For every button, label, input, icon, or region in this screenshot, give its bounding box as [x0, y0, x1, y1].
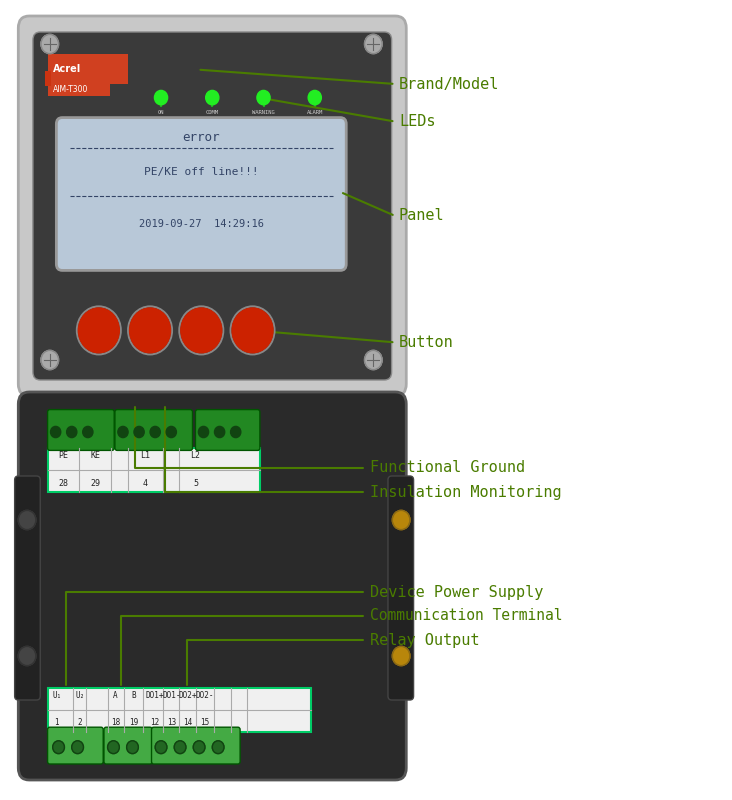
Text: DO1-: DO1-	[162, 691, 181, 701]
Circle shape	[155, 741, 167, 754]
Text: MENU
←: MENU ←	[247, 325, 258, 336]
Text: Device Power Supply: Device Power Supply	[370, 585, 543, 599]
Text: U₂: U₂	[75, 691, 84, 701]
Circle shape	[174, 741, 186, 754]
Text: 14: 14	[184, 718, 193, 727]
Circle shape	[78, 308, 119, 353]
Text: ON: ON	[158, 110, 164, 115]
Text: 4: 4	[143, 479, 147, 489]
FancyBboxPatch shape	[48, 83, 110, 96]
Text: Brand/Model: Brand/Model	[399, 77, 499, 91]
FancyBboxPatch shape	[48, 410, 114, 450]
Circle shape	[214, 426, 225, 438]
Text: Relay Output: Relay Output	[370, 633, 479, 647]
Text: PE: PE	[59, 451, 68, 461]
Circle shape	[365, 34, 382, 54]
Circle shape	[18, 646, 36, 666]
Text: PE/KE off line!!!: PE/KE off line!!!	[144, 167, 258, 177]
Circle shape	[232, 308, 273, 353]
Text: Button: Button	[399, 335, 454, 350]
Circle shape	[181, 308, 222, 353]
Text: U₁: U₁	[52, 691, 61, 701]
Text: 12: 12	[150, 718, 159, 727]
Circle shape	[166, 426, 176, 438]
Circle shape	[206, 90, 219, 105]
Text: ►: ►	[196, 324, 206, 337]
Text: 2: 2	[78, 718, 82, 727]
Circle shape	[72, 741, 83, 754]
Circle shape	[365, 350, 382, 370]
FancyBboxPatch shape	[48, 54, 128, 84]
Text: Insulation Monitoring: Insulation Monitoring	[370, 485, 561, 499]
FancyBboxPatch shape	[48, 448, 260, 492]
FancyBboxPatch shape	[18, 16, 406, 396]
Text: DO2+: DO2+	[179, 691, 198, 701]
Circle shape	[108, 741, 119, 754]
FancyBboxPatch shape	[48, 688, 311, 732]
FancyBboxPatch shape	[45, 71, 51, 86]
Circle shape	[41, 350, 59, 370]
Circle shape	[18, 510, 36, 530]
Circle shape	[308, 90, 321, 105]
Text: Functional Ground: Functional Ground	[370, 461, 525, 475]
Circle shape	[53, 741, 64, 754]
Text: LEDs: LEDs	[399, 114, 436, 129]
Text: COMM: COMM	[206, 110, 219, 115]
Circle shape	[257, 90, 270, 105]
Circle shape	[51, 426, 61, 438]
FancyBboxPatch shape	[15, 476, 40, 700]
Text: 13: 13	[167, 718, 176, 727]
Circle shape	[231, 426, 241, 438]
Text: 15: 15	[201, 718, 209, 727]
Text: L1: L1	[140, 451, 150, 461]
Text: B: B	[132, 691, 136, 701]
Circle shape	[212, 741, 224, 754]
Text: A: A	[113, 691, 118, 701]
Circle shape	[41, 34, 59, 54]
Text: TEST
RST: TEST RST	[93, 325, 105, 336]
Text: DO2-: DO2-	[195, 691, 214, 701]
FancyBboxPatch shape	[104, 727, 152, 764]
Circle shape	[83, 426, 93, 438]
Text: Panel: Panel	[399, 209, 444, 223]
Text: ALARM: ALARM	[307, 110, 323, 115]
FancyBboxPatch shape	[115, 410, 193, 450]
Circle shape	[67, 426, 77, 438]
Circle shape	[198, 426, 209, 438]
Circle shape	[392, 510, 410, 530]
Circle shape	[154, 90, 168, 105]
FancyBboxPatch shape	[18, 392, 406, 780]
FancyBboxPatch shape	[33, 32, 392, 380]
Text: ◄: ◄	[145, 324, 155, 337]
Circle shape	[118, 426, 128, 438]
Text: 1: 1	[54, 718, 59, 727]
FancyBboxPatch shape	[56, 118, 346, 270]
Text: AIM-T300: AIM-T300	[53, 85, 88, 94]
Circle shape	[134, 426, 144, 438]
Text: DO1+: DO1+	[145, 691, 164, 701]
Circle shape	[127, 741, 138, 754]
Circle shape	[392, 646, 410, 666]
Circle shape	[193, 741, 205, 754]
Text: 28: 28	[59, 479, 68, 489]
Circle shape	[150, 426, 160, 438]
FancyBboxPatch shape	[195, 410, 260, 450]
Text: L2: L2	[190, 451, 201, 461]
FancyBboxPatch shape	[152, 727, 240, 764]
Text: WARNING: WARNING	[252, 110, 275, 115]
FancyBboxPatch shape	[388, 476, 414, 700]
Text: Acrel: Acrel	[53, 64, 81, 74]
Text: KE: KE	[90, 451, 100, 461]
Circle shape	[130, 308, 171, 353]
Text: 29: 29	[90, 479, 100, 489]
Text: 18: 18	[111, 718, 120, 727]
Text: 19: 19	[130, 718, 138, 727]
Text: 5: 5	[193, 479, 198, 489]
Text: error: error	[182, 131, 220, 144]
Text: 2019-09-27  14:29:16: 2019-09-27 14:29:16	[139, 219, 264, 229]
FancyBboxPatch shape	[48, 727, 103, 764]
Text: Communication Terminal: Communication Terminal	[370, 609, 562, 623]
